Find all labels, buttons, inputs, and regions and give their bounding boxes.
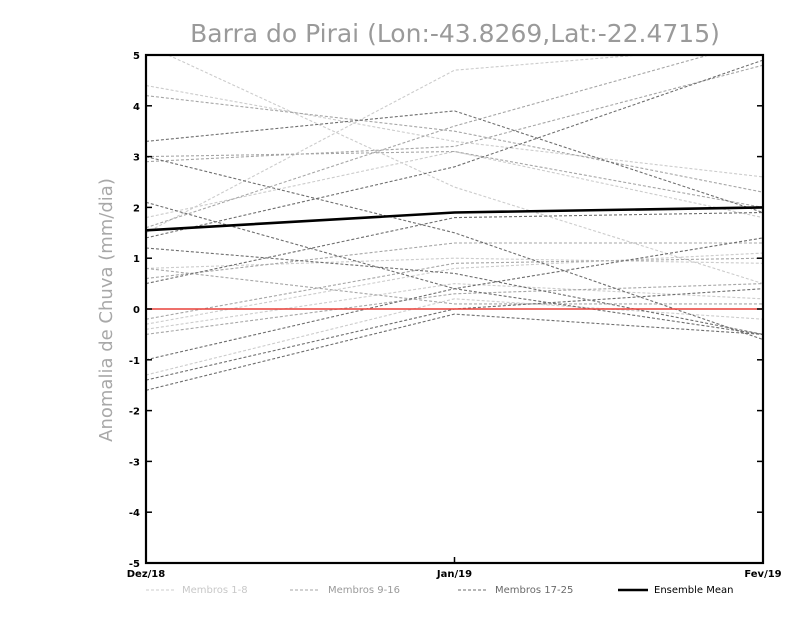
member-series-line-3-1 [146,110,763,214]
y-tick-label: 2 [133,203,140,214]
legend-label-group-3: Membros 17-25 [495,585,573,596]
member-series-line-1-6 [146,55,646,234]
ensemble-mean-line [146,206,763,232]
member-series-line-2-3 [146,242,763,280]
legend-label-group-2: Membros 9-16 [328,585,400,596]
member-series-line-2-2 [146,95,763,193]
member-series-line-1-7 [146,298,763,376]
y-axis-label: Anomalia de Chuva (mm/dia) [96,178,117,442]
x-tick-label: Fev/19 [744,569,781,580]
member-series-line-1-2 [146,150,763,219]
y-tick-label: -3 [129,457,140,468]
member-series-line-1-5 [146,283,763,330]
member-series-line-3-3 [146,59,763,239]
member-series-line-3-8 [146,247,763,335]
member-series-line-1-8 [166,55,763,285]
y-tick-label: 1 [133,254,140,265]
legend-label-ensemble-mean: Ensemble Mean [654,585,733,596]
member-series-line-2-6 [146,55,711,229]
member-series-line-1-4 [146,257,763,269]
y-tick-label: -2 [129,407,140,418]
y-tick-label: 4 [133,102,140,113]
x-tick-label: Jan/19 [436,569,472,580]
y-tick-label: 3 [133,153,140,164]
member-series-line-3-9 [146,156,763,341]
y-tick-label: 5 [133,51,140,62]
member-series-line-3-7 [146,313,763,391]
member-series-line-2-1 [146,150,763,208]
legend: Membros 1-8 Membros 9-16 Membros 17-25 Ense… [146,585,733,596]
member-series-line-2-5 [146,283,763,335]
x-tick-label: Dez/18 [127,569,166,580]
y-tick-label: -5 [129,559,140,570]
y-tick-label: -4 [129,508,140,519]
member-series-line-3-6 [146,288,763,381]
y-tick-label: 0 [133,305,140,316]
plot-area [146,55,763,391]
chart-title: Barra do Pirai (Lon:-43.8269,Lat:-22.471… [190,19,720,48]
member-series-line-2-7 [146,64,763,163]
member-series-line-3-5 [146,237,763,361]
y-tick-label: -1 [129,356,140,367]
member-series-line-3-4 [146,211,763,285]
legend-label-group-1: Membros 1-8 [182,585,248,596]
member-series-line-1-1 [146,84,763,178]
axes: -5 -4 -3 -2 -1 0 1 2 3 4 5 Dez/18 Jan/19 Fev/19 [127,51,782,580]
